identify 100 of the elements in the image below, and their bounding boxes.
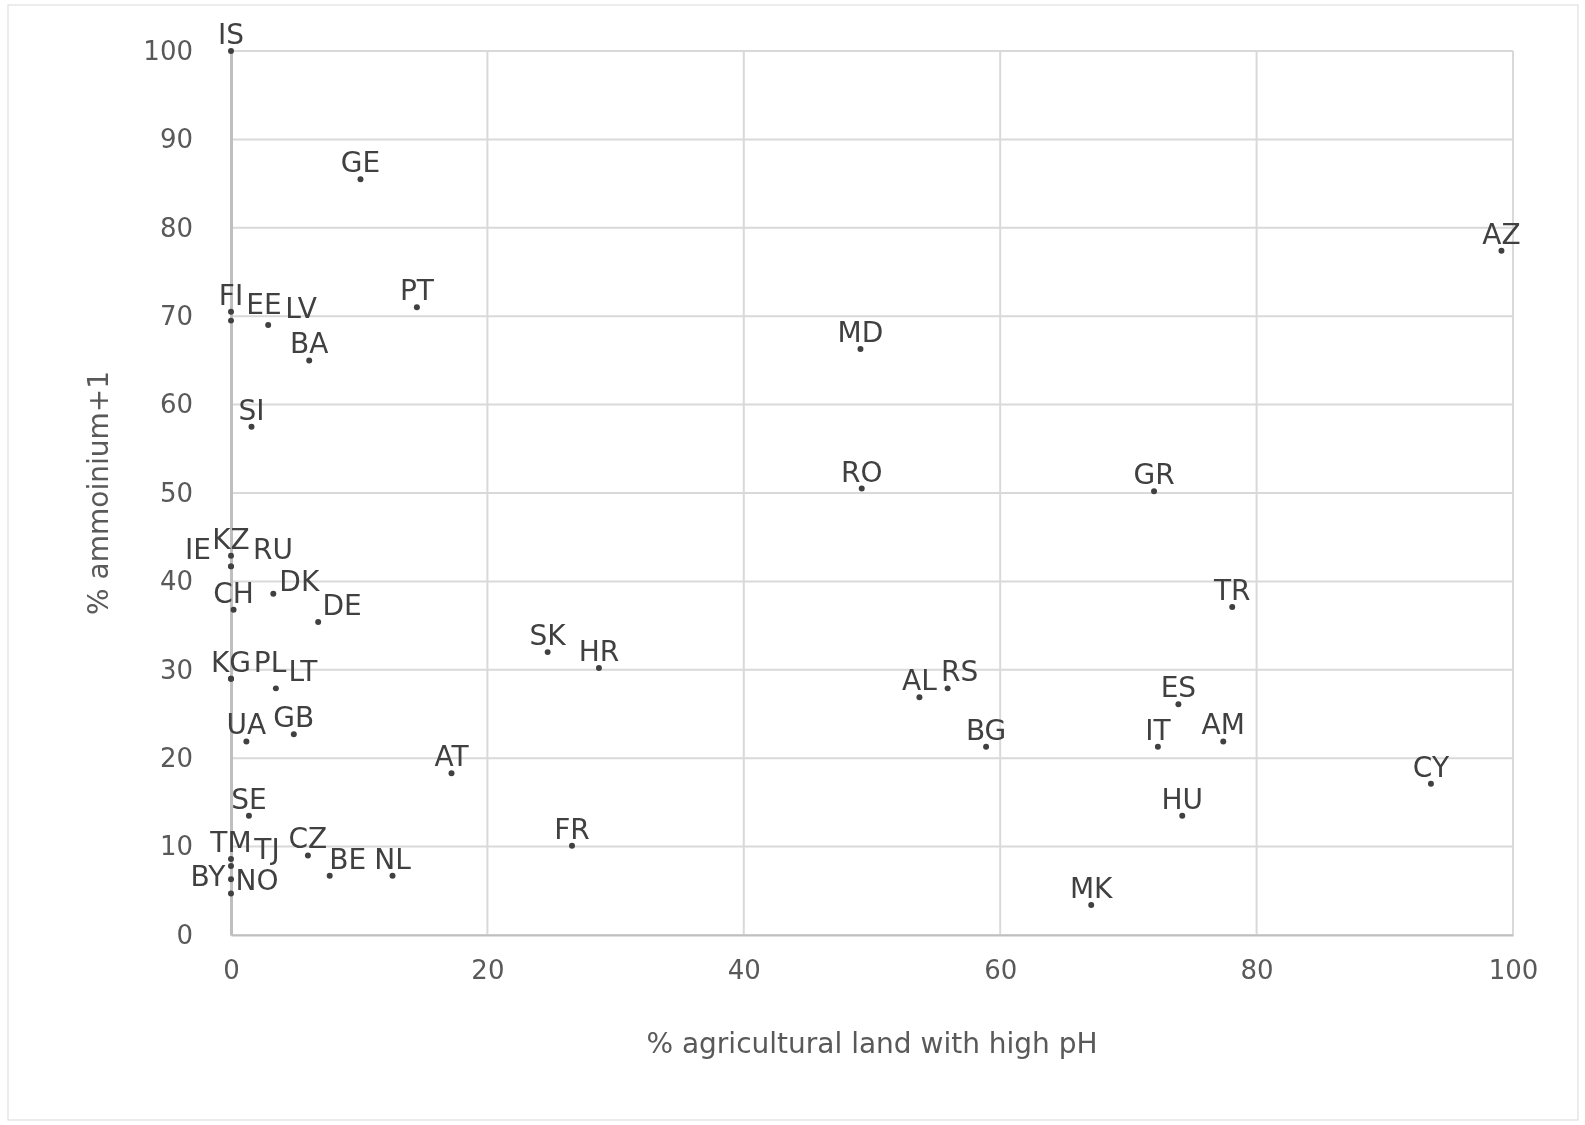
data-label: KG	[210, 645, 252, 679]
data-label: LT	[288, 655, 319, 689]
data-label: FR	[554, 812, 590, 846]
data-label: NO	[235, 864, 279, 898]
data-label: KZ	[212, 522, 250, 556]
point	[544, 649, 551, 656]
y-tick-label: 60	[159, 389, 193, 420]
point	[1179, 812, 1186, 819]
point	[230, 606, 237, 613]
point	[228, 890, 234, 897]
data-label: RS	[941, 655, 979, 689]
point	[228, 552, 234, 559]
data-label: AZ	[1482, 217, 1521, 251]
x-axis-title: % agricultural land with high pH	[646, 1027, 1098, 1060]
data-label: HR	[578, 635, 620, 669]
point	[326, 872, 333, 879]
point	[228, 308, 234, 315]
point	[1154, 743, 1161, 750]
x-tick-label: 60	[984, 955, 1018, 986]
data-label: MK	[1069, 871, 1114, 905]
data-label: SI	[238, 393, 265, 427]
point	[245, 812, 252, 819]
point	[228, 317, 234, 324]
point	[389, 872, 396, 879]
point	[983, 743, 990, 750]
y-tick-label: 10	[159, 831, 193, 862]
data-label: SK	[529, 619, 567, 653]
data-label: GB	[273, 701, 315, 735]
point	[357, 176, 364, 183]
data-label: SE	[231, 782, 267, 816]
point	[1427, 780, 1434, 787]
point	[858, 485, 865, 492]
data-label: FI	[218, 278, 244, 312]
y-tick-label: 0	[176, 919, 193, 950]
y-tick-label: 50	[159, 477, 193, 508]
x-tick-label: 40	[727, 955, 761, 986]
point	[248, 423, 255, 430]
point	[228, 856, 234, 862]
point	[270, 590, 277, 597]
data-label: CZ	[288, 822, 328, 856]
point	[916, 694, 923, 701]
y-tick-label: 30	[159, 654, 193, 685]
point	[228, 876, 234, 883]
point	[290, 731, 297, 738]
point	[243, 738, 250, 745]
point	[1088, 901, 1095, 908]
point	[1220, 738, 1227, 745]
x-tick-label: 0	[223, 955, 240, 986]
point	[569, 842, 575, 849]
data-label: CH	[213, 576, 254, 610]
y-tick-label: 90	[159, 124, 193, 155]
y-tick-label: 80	[159, 212, 193, 243]
data-label: CY	[1412, 750, 1450, 784]
point	[315, 619, 322, 626]
data-label: MD	[837, 315, 884, 349]
data-label: GR	[1133, 458, 1175, 492]
y-tick-label: 20	[159, 743, 193, 774]
data-label: AT	[434, 740, 470, 774]
y-tick-label: 70	[159, 301, 193, 332]
point	[1229, 604, 1236, 611]
data-label: HU	[1161, 782, 1204, 816]
data-label: IT	[1145, 713, 1172, 747]
data-label: BE	[329, 842, 367, 876]
point	[1175, 701, 1182, 708]
x-tick-label: 80	[1240, 955, 1274, 986]
x-tick-label: 20	[471, 955, 505, 986]
point	[413, 304, 420, 311]
data-label: RO	[840, 455, 883, 489]
data-label: IE	[185, 533, 211, 567]
point	[306, 357, 313, 364]
y-tick-label: 100	[143, 35, 193, 66]
data-label: LV	[285, 292, 318, 326]
data-label: DK	[279, 564, 320, 598]
data-label: DE	[322, 589, 362, 623]
data-label: IS	[217, 18, 245, 51]
point	[1151, 488, 1158, 495]
point	[272, 685, 279, 692]
data-label: TR	[1212, 574, 1251, 608]
data-label: NL	[374, 842, 412, 876]
data-label: TM	[209, 825, 252, 859]
x-tick-label: 100	[1488, 955, 1539, 986]
point	[265, 322, 272, 329]
point	[228, 863, 234, 870]
point	[304, 852, 311, 859]
point	[944, 685, 951, 692]
y-tick-label: 40	[159, 566, 193, 597]
y-axis-title: % ammoinium+1	[82, 371, 115, 615]
data-label: BY	[190, 860, 227, 894]
data-label: TJ	[253, 833, 280, 867]
data-label: RU	[253, 533, 293, 567]
point	[448, 770, 455, 777]
point	[595, 665, 602, 672]
point	[857, 345, 864, 352]
data-label: AM	[1201, 708, 1245, 742]
data-label: PT	[399, 274, 435, 308]
data-label: ES	[1160, 671, 1197, 705]
data-label: EE	[246, 287, 282, 321]
data-label: AL	[902, 664, 938, 698]
point	[1498, 247, 1505, 254]
data-label: UA	[226, 708, 267, 742]
